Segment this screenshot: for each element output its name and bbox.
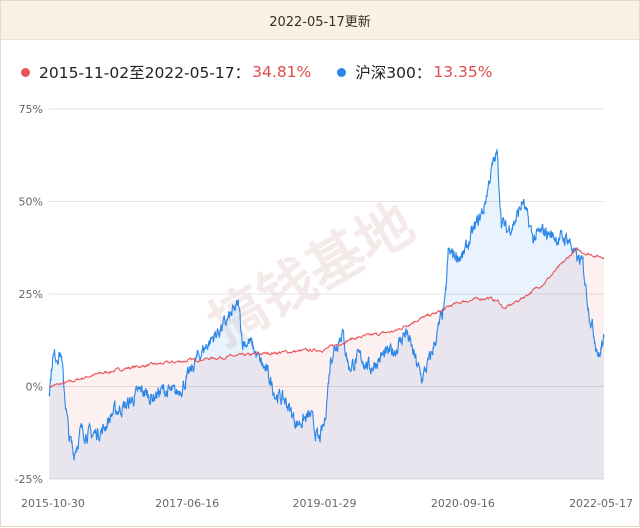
chart-legend: 2015-11-02至2022-05-17： 34.81% 沪深300： 13.… [21,57,518,87]
x-tick-label: 2017-06-16 [155,497,219,510]
y-tick-label: 0% [26,381,43,394]
legend-item-fund[interactable]: 2015-11-02至2022-05-17： 34.81% [21,61,311,83]
y-tick-label: -25% [15,473,43,486]
x-tick-label: 2020-09-16 [431,497,495,510]
y-tick-label: 50% [19,196,43,209]
fund-series-line [48,247,605,388]
y-tick-label: 25% [19,288,43,301]
legend-item-index[interactable]: 沪深300： 13.35% [337,61,492,83]
legend-label-fund: 2015-11-02至2022-05-17： [39,64,251,82]
index-area [49,149,604,480]
legend-label-index: 沪深300： [355,64,432,82]
chart-header: 2022-05-17更新 [1,1,639,40]
fund-area [49,247,604,479]
legend-dot-fund-icon [21,67,30,77]
index-series-line [48,149,605,461]
update-date-title: 2022-05-17更新 [269,14,371,30]
x-tick-label: 2022-05-17 [569,497,633,510]
x-tick-label: 2015-10-30 [21,497,85,510]
y-tick-label: 75% [19,103,43,116]
legend-dot-index-icon [337,67,347,77]
x-tick-label: 2019-01-29 [293,497,357,510]
legend-value-fund: 34.81% [252,63,312,81]
legend-value-index: 13.35% [433,63,493,81]
